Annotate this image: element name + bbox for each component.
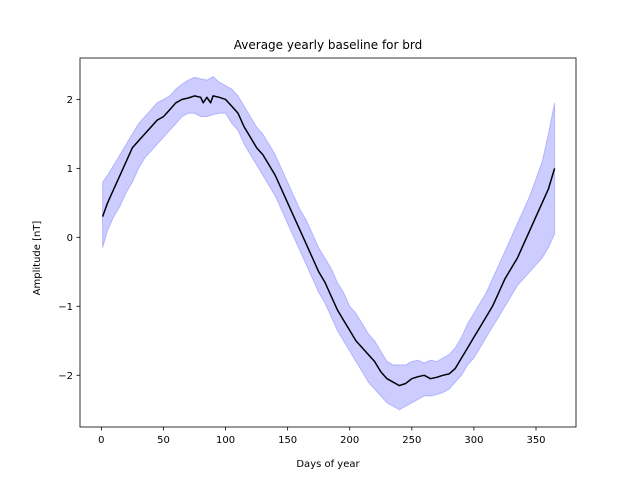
x-tick-label: 250: [402, 435, 421, 446]
x-tick-label: 0: [98, 435, 104, 446]
y-tick-label: −1: [58, 302, 73, 313]
y-axis: −2 −1 0 1 2: [58, 95, 80, 382]
mean-line: [101, 95, 556, 387]
x-axis-title: Days of year: [296, 459, 360, 470]
x-tick-label: 150: [278, 435, 297, 446]
std-band: [102, 75, 556, 411]
y-tick-label: 2: [67, 95, 73, 106]
chart-title: Average yearly baseline for brd: [234, 38, 422, 52]
y-tick-label: −2: [58, 371, 73, 382]
y-axis-title: Amplitude [nT]: [32, 221, 43, 296]
x-tick-label: 350: [526, 435, 545, 446]
x-tick-label: 300: [464, 435, 483, 446]
plot-area: [101, 75, 556, 411]
x-tick-label: 200: [340, 435, 359, 446]
x-tick-label: 50: [157, 435, 170, 446]
x-axis: 0 50 100 150 200 250 300 350: [98, 427, 546, 446]
y-tick-label: 0: [67, 233, 73, 244]
x-tick-label: 100: [216, 435, 235, 446]
y-tick-label: 1: [67, 164, 73, 175]
plot-frame: [79, 57, 577, 428]
